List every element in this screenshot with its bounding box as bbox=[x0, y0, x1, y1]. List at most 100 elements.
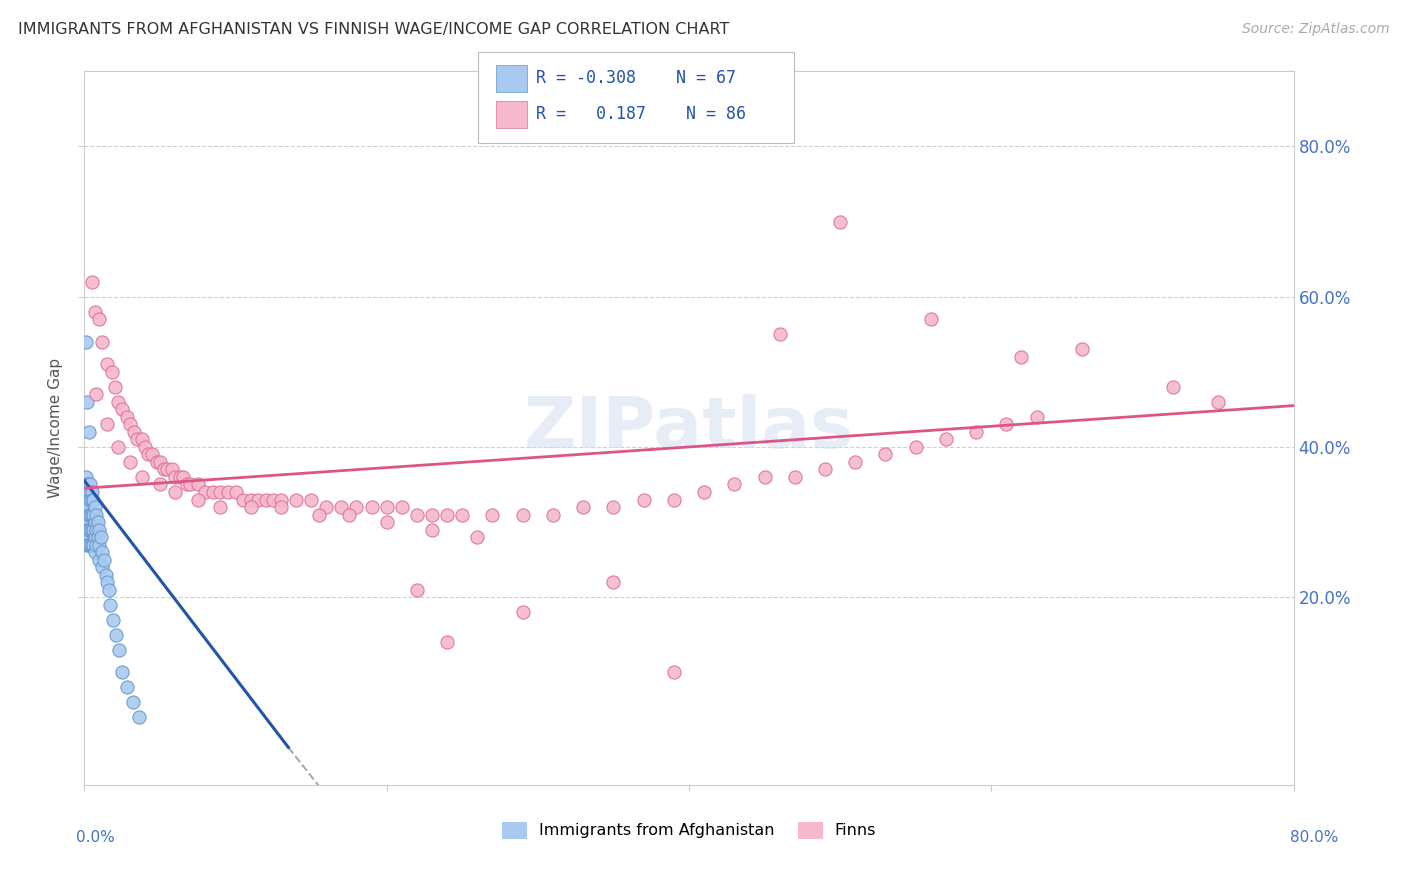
Point bbox=[270, 500, 292, 514]
Point bbox=[141, 447, 163, 461]
Point bbox=[84, 304, 107, 318]
Point bbox=[512, 605, 534, 619]
Point bbox=[76, 500, 98, 514]
Point bbox=[136, 447, 159, 461]
Text: R = -0.308    N = 67: R = -0.308 N = 67 bbox=[536, 70, 735, 87]
Point bbox=[82, 523, 104, 537]
Point bbox=[84, 500, 107, 514]
Point bbox=[73, 485, 96, 500]
Point bbox=[131, 470, 153, 484]
Legend: Immigrants from Afghanistan, Finns: Immigrants from Afghanistan, Finns bbox=[495, 815, 883, 845]
Point bbox=[80, 508, 103, 522]
Point bbox=[165, 485, 187, 500]
Point bbox=[239, 492, 262, 507]
Point bbox=[104, 380, 127, 394]
Point bbox=[209, 500, 232, 514]
Point bbox=[1161, 380, 1184, 394]
Point bbox=[90, 530, 112, 544]
Point bbox=[406, 508, 429, 522]
Point bbox=[995, 417, 1018, 432]
Point bbox=[76, 395, 98, 409]
Point bbox=[89, 538, 111, 552]
Point bbox=[420, 523, 443, 537]
Point bbox=[75, 334, 97, 349]
Point bbox=[76, 538, 98, 552]
Point bbox=[346, 500, 368, 514]
Point bbox=[920, 312, 942, 326]
Point bbox=[131, 433, 153, 447]
Point bbox=[75, 515, 97, 529]
Point bbox=[127, 433, 149, 447]
Point bbox=[96, 417, 118, 432]
Point bbox=[633, 492, 655, 507]
Point bbox=[481, 508, 503, 522]
Point bbox=[76, 508, 98, 522]
Point bbox=[1025, 409, 1047, 424]
Point bbox=[156, 462, 179, 476]
Point bbox=[77, 477, 100, 491]
Point bbox=[84, 545, 107, 559]
Point bbox=[84, 515, 107, 529]
Point bbox=[217, 485, 239, 500]
Point bbox=[101, 613, 124, 627]
Point bbox=[935, 433, 957, 447]
Point bbox=[391, 500, 413, 514]
Point bbox=[844, 455, 866, 469]
Point bbox=[254, 492, 277, 507]
Point bbox=[146, 455, 169, 469]
Point bbox=[436, 508, 458, 522]
Point bbox=[107, 395, 129, 409]
Point bbox=[79, 477, 101, 491]
Point bbox=[79, 508, 101, 522]
Point bbox=[194, 485, 217, 500]
Point bbox=[107, 440, 129, 454]
Point bbox=[572, 500, 595, 514]
Point bbox=[904, 440, 927, 454]
Point bbox=[111, 402, 134, 417]
Point bbox=[149, 477, 172, 491]
Point bbox=[875, 447, 897, 461]
Point bbox=[108, 642, 131, 657]
Point bbox=[118, 455, 141, 469]
Point bbox=[783, 470, 806, 484]
Point bbox=[76, 477, 98, 491]
Point bbox=[149, 455, 172, 469]
Point bbox=[1071, 343, 1094, 357]
Point bbox=[80, 275, 103, 289]
Point bbox=[451, 508, 474, 522]
Point bbox=[75, 492, 97, 507]
Point bbox=[121, 695, 143, 709]
Point bbox=[86, 387, 108, 401]
Point bbox=[86, 508, 108, 522]
Point bbox=[77, 485, 100, 500]
Point bbox=[77, 523, 100, 537]
Point bbox=[87, 530, 110, 544]
Point bbox=[262, 492, 284, 507]
Point bbox=[406, 582, 429, 597]
Point bbox=[115, 681, 138, 695]
Point bbox=[79, 485, 101, 500]
Point bbox=[82, 492, 104, 507]
Point bbox=[75, 508, 97, 522]
Point bbox=[75, 500, 97, 514]
Point bbox=[79, 538, 101, 552]
Point bbox=[76, 492, 98, 507]
Point bbox=[172, 470, 194, 484]
Point bbox=[602, 500, 624, 514]
Point bbox=[96, 357, 118, 371]
Point bbox=[96, 575, 118, 590]
Point bbox=[93, 552, 115, 566]
Point bbox=[375, 500, 398, 514]
Point bbox=[420, 508, 443, 522]
Point bbox=[602, 575, 624, 590]
Point bbox=[80, 485, 103, 500]
Point bbox=[76, 515, 98, 529]
Point bbox=[308, 508, 330, 522]
Point bbox=[98, 598, 121, 612]
Point bbox=[160, 462, 183, 476]
Y-axis label: Wage/Income Gap: Wage/Income Gap bbox=[48, 358, 63, 499]
Point bbox=[179, 477, 201, 491]
Text: 0.0%: 0.0% bbox=[76, 830, 115, 845]
Point bbox=[1011, 350, 1033, 364]
Text: ZIPatlas: ZIPatlas bbox=[524, 393, 853, 463]
